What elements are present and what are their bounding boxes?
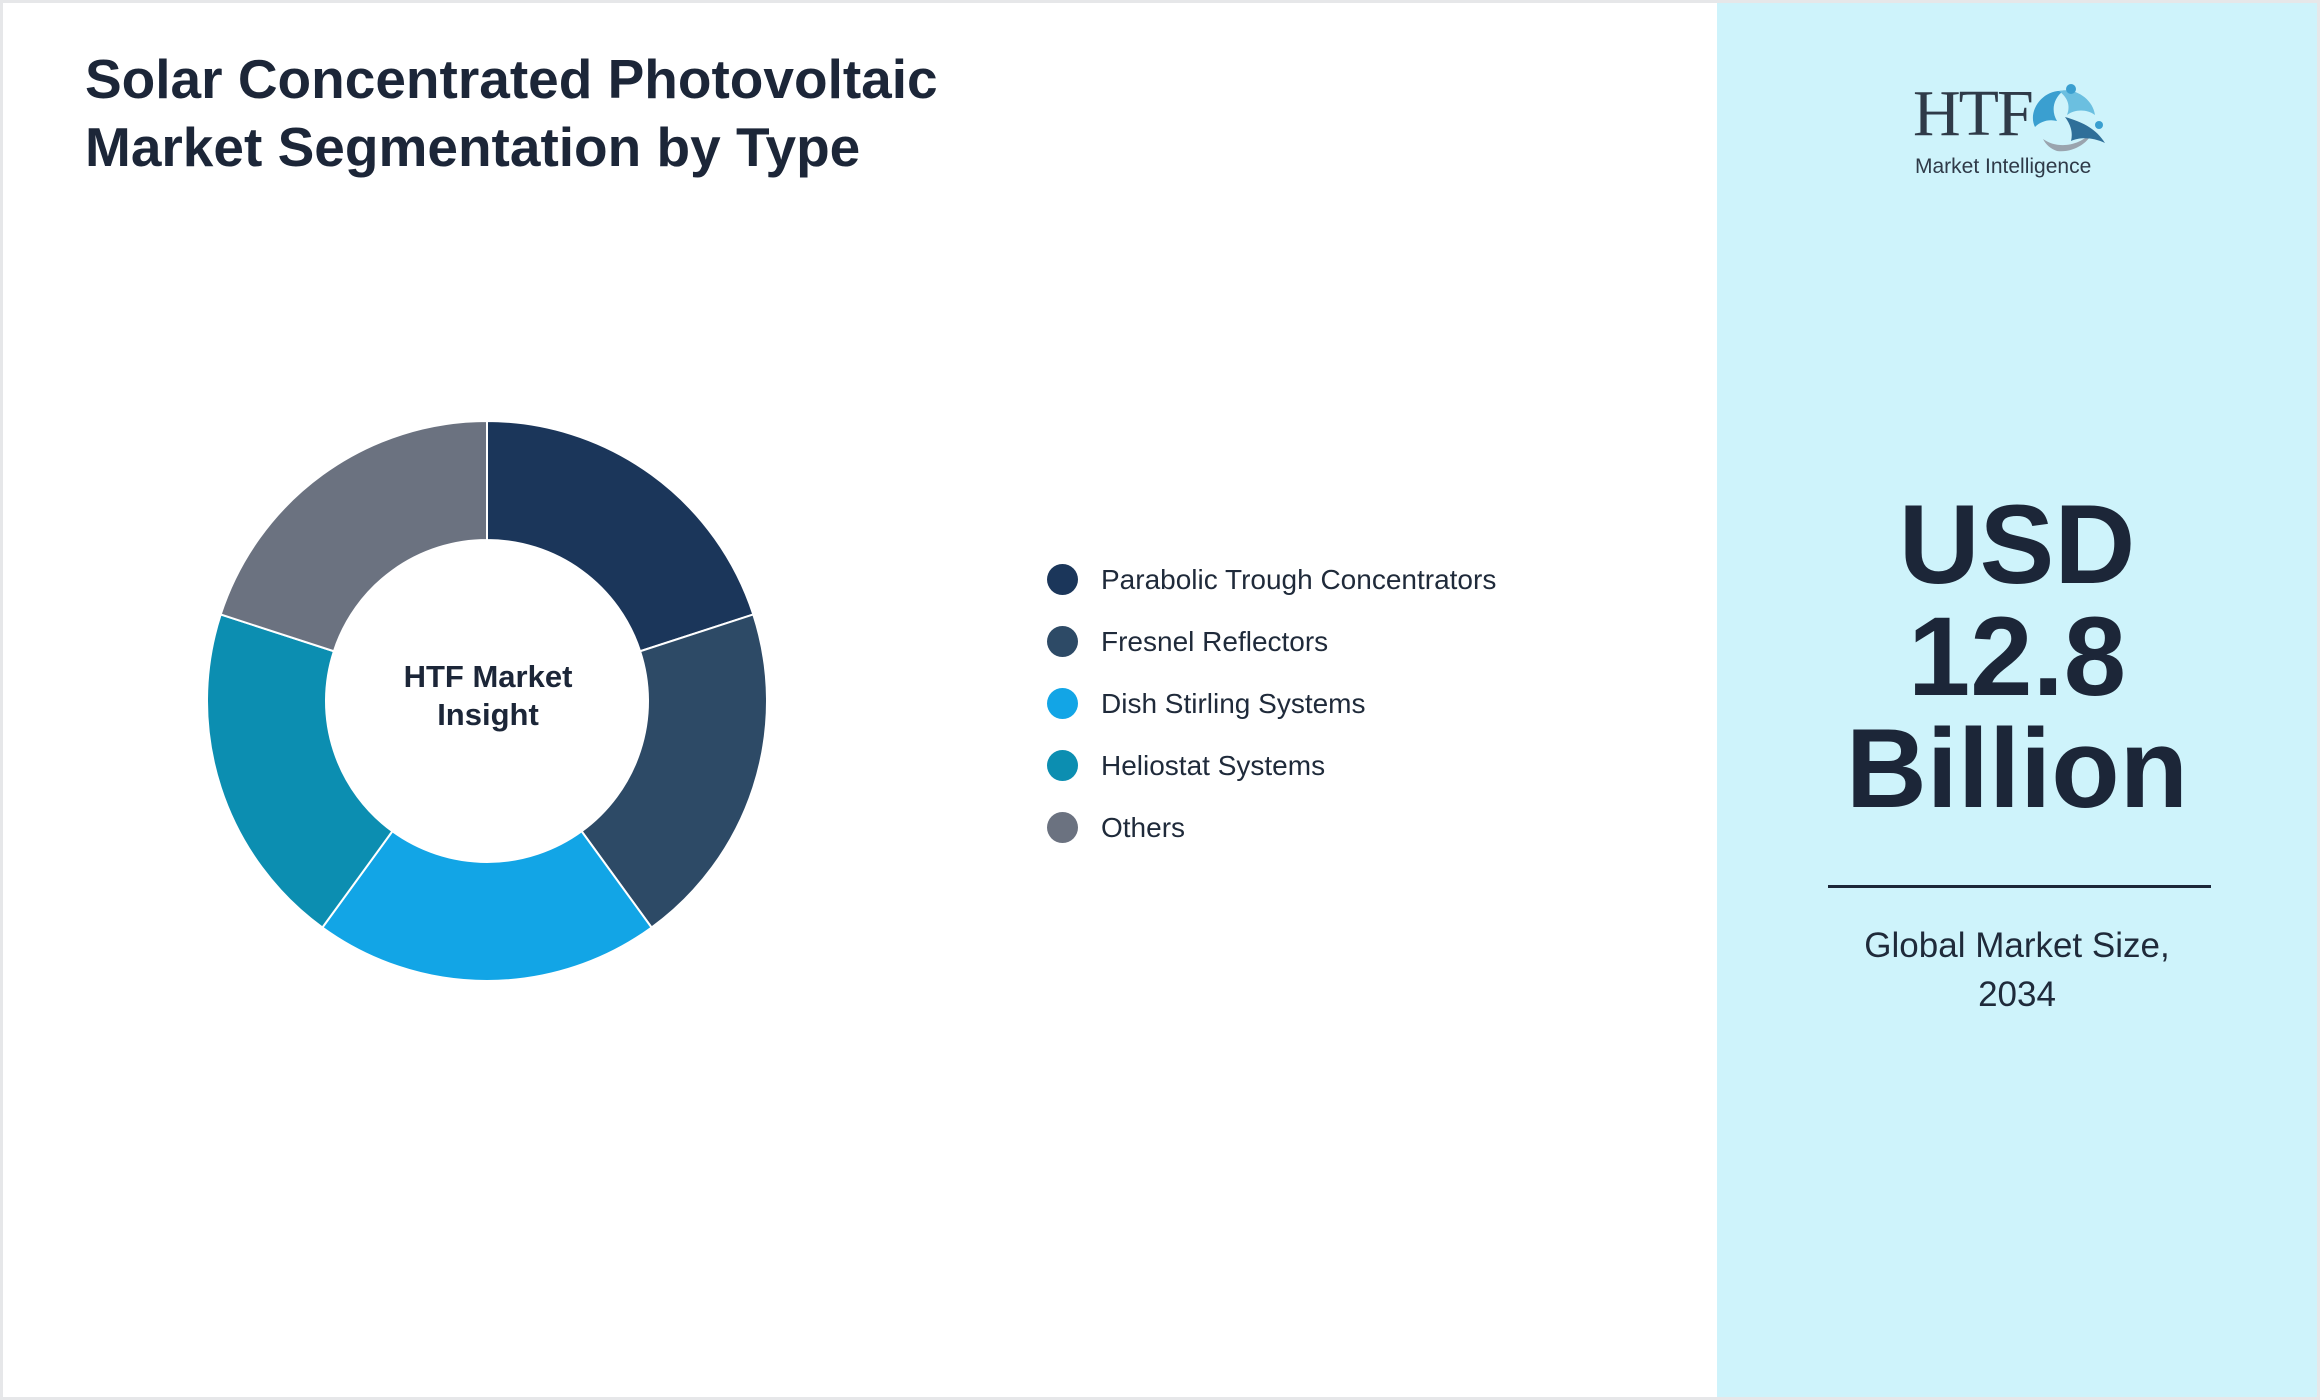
market-value-line-3: Billion	[1845, 706, 2189, 831]
divider-line	[1828, 885, 2211, 888]
legend-swatch	[1047, 750, 1078, 781]
donut-slice-5	[219, 419, 488, 653]
legend-label: Dish Stirling Systems	[1101, 688, 1366, 719]
market-value-line-1: USD	[1898, 482, 2136, 607]
chart-legend: Parabolic Trough Concentrators Fresnel Re…	[1043, 558, 1643, 868]
legend-label: Fresnel Reflectors	[1101, 626, 1329, 657]
donut-slice-3	[321, 829, 653, 983]
htf-logo: HTF Market Intelligence	[1913, 81, 2113, 191]
legend-swatch	[1047, 812, 1078, 843]
center-label-line-1: HTF Market	[403, 659, 573, 694]
logo-wordmark: HTF	[1913, 77, 2034, 150]
logo-subtitle: Market Intelligence	[1915, 155, 2092, 178]
center-label-line-2: Insight	[437, 697, 539, 732]
legend-item: Heliostat Systems	[1043, 744, 1643, 806]
caption-line-1: Global Market Size,	[1864, 926, 2170, 965]
infographic-card: Solar Concentrated Photovoltaic Market S…	[3, 3, 2317, 1397]
page-title: Solar Concentrated Photovoltaic Market S…	[85, 45, 1185, 181]
donut-slice-4	[206, 613, 394, 929]
legend-swatch	[1047, 688, 1078, 719]
legend-item: Parabolic Trough Concentrators	[1043, 558, 1643, 620]
dolphin-swirl-icon	[2032, 84, 2105, 152]
legend-swatch	[1047, 626, 1078, 657]
title-line-1: Solar Concentrated Photovoltaic	[85, 48, 938, 110]
donut-center-label: HTF Market Insight	[343, 658, 633, 734]
legend-label: Parabolic Trough Concentrators	[1101, 564, 1497, 595]
market-size-value: USD 12.8 Billion	[1717, 489, 2317, 825]
legend-item: Dish Stirling Systems	[1043, 682, 1643, 744]
market-value-line-2: 12.8	[1908, 594, 2126, 719]
donut-slice-2	[580, 613, 768, 929]
legend-label: Others	[1101, 812, 1186, 843]
market-size-caption: Global Market Size, 2034	[1767, 921, 2267, 1019]
caption-line-2: 2034	[1978, 975, 2056, 1014]
legend-swatch	[1047, 564, 1078, 595]
donut-slice-1	[486, 419, 755, 653]
legend-label: Heliostat Systems	[1101, 750, 1326, 781]
summary-panel: HTF Market Intelligence USD 12.8 Billion…	[1717, 3, 2317, 1397]
legend-item: Others	[1043, 806, 1643, 868]
legend-item: Fresnel Reflectors	[1043, 620, 1643, 682]
chart-panel: Solar Concentrated Photovoltaic Market S…	[3, 3, 1717, 1397]
donut-chart	[206, 419, 768, 983]
title-line-2: Market Segmentation by Type	[85, 116, 861, 178]
